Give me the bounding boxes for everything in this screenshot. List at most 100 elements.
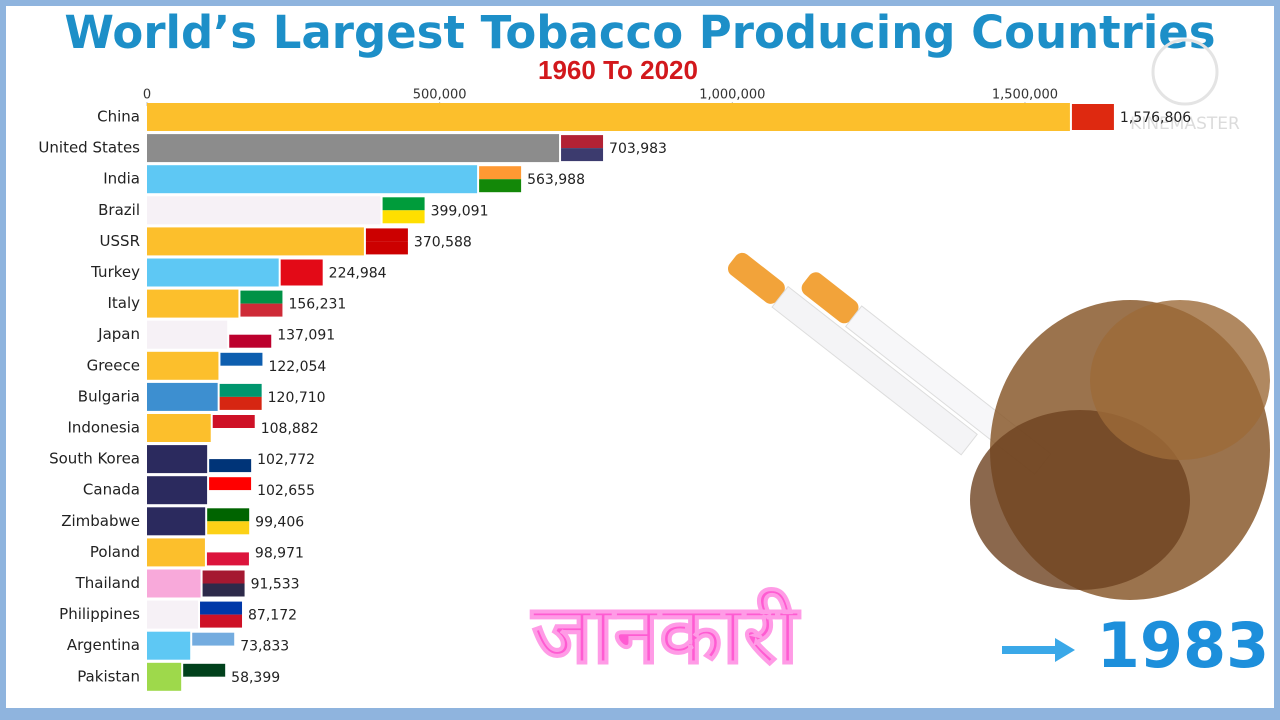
category-label: Philippines bbox=[59, 605, 140, 623]
x-tick-label: 1,500,000 bbox=[992, 88, 1058, 103]
value-label: 102,772 bbox=[257, 452, 315, 468]
flag bbox=[240, 303, 283, 317]
chart-subtitle: 1960 To 2020 bbox=[538, 55, 698, 85]
category-label: Poland bbox=[90, 543, 140, 561]
bar bbox=[147, 289, 239, 318]
value-label: 120,710 bbox=[268, 390, 326, 406]
flag bbox=[229, 321, 272, 335]
bar bbox=[147, 476, 208, 505]
flag bbox=[219, 383, 262, 397]
flag bbox=[479, 179, 522, 193]
x-tick-label: 1,000,000 bbox=[699, 88, 765, 103]
bar bbox=[147, 196, 381, 225]
bar bbox=[147, 351, 219, 380]
flag bbox=[365, 241, 408, 255]
value-label: 91,533 bbox=[251, 577, 300, 593]
flag bbox=[183, 676, 226, 690]
flag bbox=[365, 228, 408, 242]
bar bbox=[147, 507, 206, 536]
category-label: India bbox=[103, 170, 140, 188]
flag bbox=[212, 415, 255, 428]
bar bbox=[147, 103, 1070, 131]
value-label: 99,406 bbox=[255, 514, 304, 530]
flag bbox=[207, 521, 250, 535]
flag bbox=[206, 552, 249, 566]
value-label: 102,655 bbox=[257, 483, 315, 499]
flag bbox=[240, 290, 283, 304]
annotation: जानकारी bbox=[530, 587, 801, 682]
bar bbox=[147, 600, 199, 629]
flag bbox=[192, 632, 235, 646]
flag bbox=[209, 459, 252, 473]
category-label: Turkey bbox=[90, 263, 140, 281]
value-label: 58,399 bbox=[231, 670, 280, 686]
value-label: 224,984 bbox=[329, 266, 387, 282]
value-label: 137,091 bbox=[277, 328, 335, 344]
flag bbox=[209, 477, 252, 491]
category-label: Greece bbox=[87, 356, 140, 374]
bar bbox=[147, 662, 182, 691]
flag bbox=[382, 197, 425, 211]
watermark: KINEMASTER bbox=[1130, 114, 1240, 134]
year-arrow bbox=[1002, 638, 1075, 662]
bar bbox=[147, 382, 218, 411]
flag bbox=[479, 166, 522, 180]
bar bbox=[147, 227, 364, 256]
category-label: China bbox=[97, 108, 140, 126]
bar bbox=[147, 631, 191, 660]
flag bbox=[192, 645, 235, 659]
bar bbox=[147, 134, 560, 163]
category-label: United States bbox=[38, 139, 140, 157]
bar bbox=[147, 320, 228, 349]
flag bbox=[200, 614, 243, 628]
category-label: Bulgaria bbox=[78, 387, 140, 405]
flag bbox=[561, 135, 604, 149]
flag bbox=[561, 148, 604, 162]
flag bbox=[229, 334, 272, 348]
flag bbox=[219, 396, 262, 410]
value-label: 87,172 bbox=[248, 608, 297, 624]
value-label: 156,231 bbox=[288, 297, 346, 313]
category-label: Thailand bbox=[75, 574, 140, 592]
value-label: 73,833 bbox=[240, 639, 289, 655]
flag bbox=[200, 601, 243, 615]
bar bbox=[147, 538, 205, 567]
bar bbox=[147, 569, 201, 598]
category-label: Canada bbox=[83, 481, 140, 499]
x-tick-label: 500,000 bbox=[413, 88, 467, 103]
value-label: 399,091 bbox=[431, 203, 489, 219]
flag bbox=[202, 583, 245, 597]
flag bbox=[183, 663, 226, 677]
watermark-logo bbox=[1151, 38, 1219, 106]
flag bbox=[209, 446, 252, 460]
value-label: 563,988 bbox=[527, 172, 585, 188]
value-label: 98,971 bbox=[255, 545, 304, 561]
bar bbox=[147, 445, 208, 474]
value-label: 370,588 bbox=[414, 234, 472, 250]
flag bbox=[1071, 104, 1114, 117]
bar bbox=[147, 165, 478, 194]
year-label: 1983 bbox=[1097, 609, 1270, 682]
flag bbox=[220, 365, 263, 379]
category-label: Japan bbox=[97, 325, 140, 343]
value-label: 703,983 bbox=[609, 141, 667, 157]
flag bbox=[212, 428, 255, 441]
flag bbox=[220, 352, 263, 366]
category-label: Brazil bbox=[98, 201, 140, 219]
category-label: Indonesia bbox=[67, 419, 140, 437]
tobacco-pile bbox=[970, 300, 1270, 600]
value-label: 1,576,806 bbox=[1120, 110, 1191, 126]
category-label: Zimbabwe bbox=[61, 512, 140, 530]
category-label: USSR bbox=[100, 232, 140, 250]
flag bbox=[202, 570, 245, 584]
flag bbox=[280, 272, 323, 286]
flag bbox=[207, 508, 250, 522]
chart-title: World’s Largest Tobacco Producing Countr… bbox=[64, 6, 1215, 59]
value-label: 108,882 bbox=[261, 421, 319, 437]
bar bbox=[147, 258, 279, 287]
value-label: 122,054 bbox=[268, 359, 326, 375]
x-tick-label: 0 bbox=[143, 88, 151, 103]
flag bbox=[1071, 117, 1114, 130]
